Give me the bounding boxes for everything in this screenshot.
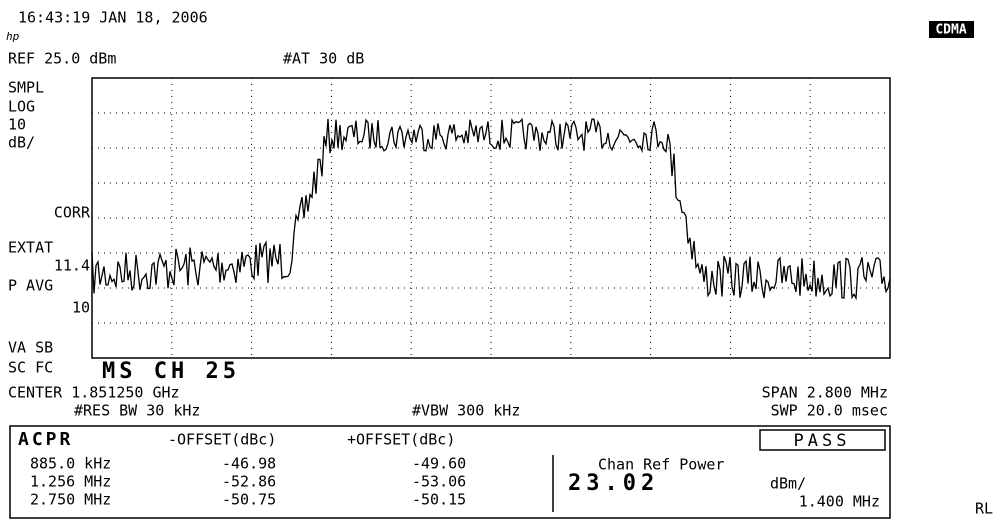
acpr-box [9,425,891,519]
logo: hp [6,30,20,43]
offset-freq: 2.750 MHz [30,491,111,509]
mode-badge [929,21,974,38]
offset-freq: 1.256 MHz [30,473,111,491]
side-label: VA SB [8,339,53,357]
pos-offset: -53.06 [412,473,466,491]
status-box [759,429,886,451]
acpr-rows: 885.0 kHz -46.98 -49.60 1.256 MHz -52.86 -53.… [30,455,466,509]
side-label: P AVG [8,277,53,295]
plot-frame [91,77,891,359]
side-label: EXTAT [8,239,53,257]
pos-offset: -50.15 [412,491,466,509]
sweep: SWP 20.0 msec [771,402,888,420]
pos-header: +OFFSET(dBc) [347,431,455,449]
spectrum-trace [91,117,891,301]
offset-freq: 885.0 kHz [30,455,111,473]
acpr-title: ACPR [18,429,73,450]
neg-header: -OFFSET(dBc) [168,431,276,449]
chan-ref-bw: 1.400 MHz [799,493,880,511]
chan-ref-unit: dBm/ [770,475,806,493]
side-label: 10 [8,116,26,134]
pos-offset: -49.60 [412,455,466,473]
side-label: LOG [8,98,35,116]
vbw: #VBW 300 kHz [412,402,520,420]
side-label: SMPL [8,79,44,97]
side-label: 10 [72,299,90,317]
side-label: 11.4 [54,257,90,275]
graticule [92,78,890,358]
status: PASS [794,431,851,451]
channel: MS CH 25 [102,359,240,384]
neg-offset: -50.75 [222,491,276,509]
mode: CDMA [935,23,966,38]
side-label: dB/ [8,134,35,152]
neg-offset: -52.86 [222,473,276,491]
side-label: CORR [54,204,91,222]
span: SPAN 2.800 MHz [762,384,888,402]
chan-ref-label: Chan Ref Power [598,456,724,474]
side-label: SC FC [8,359,53,377]
footer: RL [975,500,993,518]
chan-ref-value: 23.02 [568,471,659,496]
neg-offset: -46.98 [222,455,276,473]
center-freq: CENTER 1.851250 GHz [8,384,180,402]
attenuation: #AT 30 dB [283,50,364,68]
rbw: #RES BW 30 kHz [74,402,200,420]
ref-level: REF 25.0 dBm [8,50,116,68]
timestamp: 16:43:19 JAN 18, 2006 [18,9,208,27]
